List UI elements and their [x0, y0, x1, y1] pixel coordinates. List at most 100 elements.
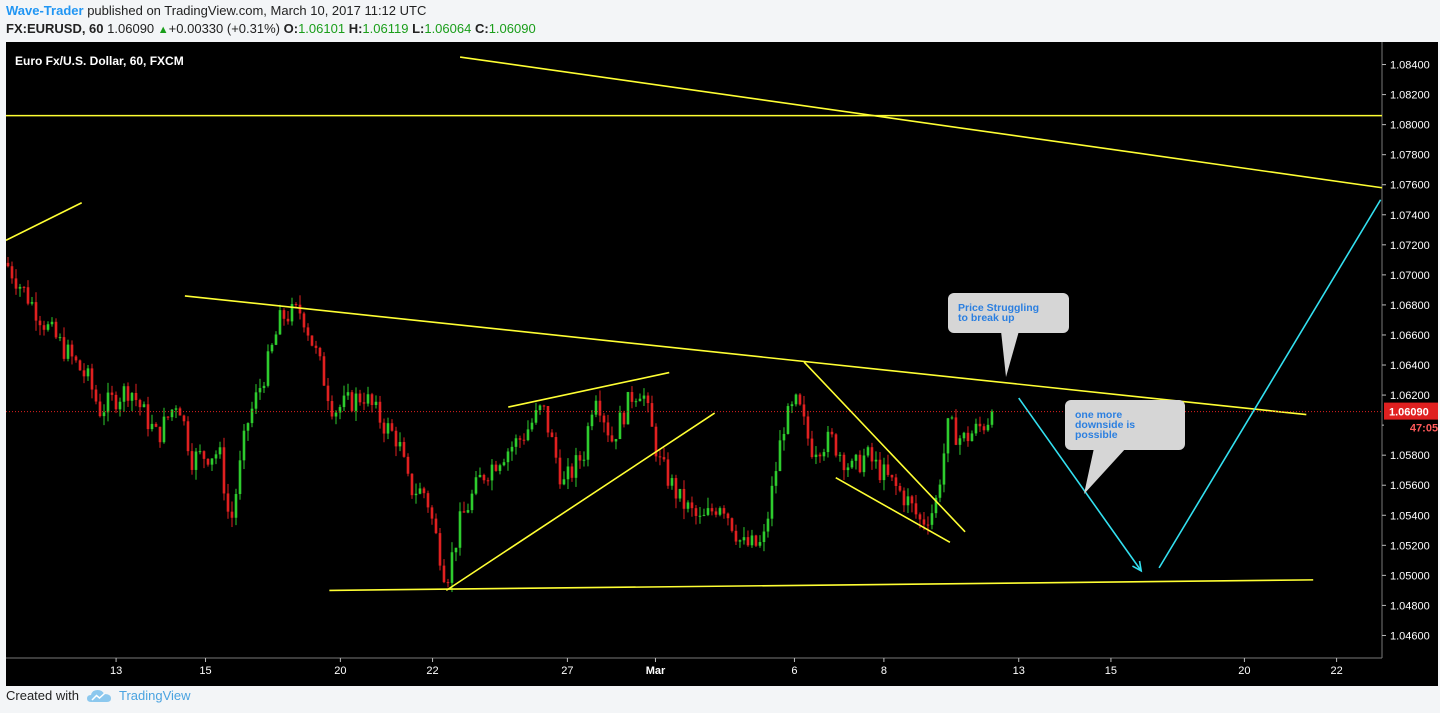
candle-body [66, 344, 70, 359]
candle-body [866, 447, 870, 456]
candle-body [794, 394, 798, 405]
candle-body [166, 416, 170, 418]
candle-body [270, 344, 274, 352]
candle-body [954, 417, 958, 445]
candle-body [170, 409, 174, 418]
candle-body [550, 432, 554, 438]
chart-title: Euro Fx/U.S. Dollar, 60, FXCM [15, 54, 184, 68]
x-tick-label: 22 [426, 665, 438, 677]
candle-body [686, 502, 690, 509]
candle-body [478, 474, 482, 478]
candle-body [286, 318, 290, 322]
y-tick-label: 1.06200 [1390, 390, 1430, 402]
candle-body [238, 460, 242, 495]
candle-body [394, 430, 398, 447]
candle-body [562, 479, 566, 485]
candle-body [918, 514, 922, 520]
candle-body [374, 401, 378, 405]
candle-body [278, 310, 282, 335]
candle-body [10, 266, 14, 279]
candle-body [290, 304, 294, 322]
candle-body [950, 417, 954, 419]
candle-body [546, 405, 550, 433]
candle-body [122, 386, 126, 402]
last-price: 1.06090 [107, 21, 155, 36]
candle-body [494, 464, 498, 471]
candle-body [250, 408, 254, 424]
candle-body [422, 488, 426, 494]
candle-body [366, 394, 370, 404]
trendline[interactable] [508, 371, 670, 408]
candle-body [582, 459, 586, 461]
candle-body [610, 435, 614, 442]
low-value: 1.06064 [424, 21, 472, 36]
symbol: FX:EURUSD, 60 [6, 21, 104, 36]
candle-body [818, 454, 822, 457]
candle-body [454, 547, 458, 553]
published-text: published on TradingView.com, March 10, … [87, 3, 427, 18]
candle-body [894, 477, 898, 486]
trendline[interactable] [835, 477, 951, 544]
candle-body [598, 400, 602, 416]
candle-body [742, 537, 746, 541]
price-chart[interactable]: Euro Fx/U.S. Dollar, 60, FXCM 1.04600 1.0… [6, 42, 1438, 686]
candle-body [106, 392, 110, 413]
candle-body [190, 451, 194, 470]
candle-body [658, 456, 662, 458]
x-tick-label: 8 [881, 665, 887, 677]
author-link[interactable]: Wave-Trader [6, 3, 84, 18]
candle-body [334, 412, 338, 417]
callout-one-more-downside-box [1065, 400, 1185, 450]
candle-body [314, 345, 318, 348]
candle-body [390, 423, 394, 431]
candle-body [770, 485, 774, 519]
projection-line[interactable] [1018, 397, 1142, 572]
x-tick-label: 20 [1238, 665, 1250, 677]
countdown-label: 47:05 [1410, 423, 1438, 435]
trendline[interactable] [6, 202, 83, 242]
trendline[interactable] [329, 579, 1314, 592]
candle-body [854, 454, 858, 461]
candle-body [626, 392, 630, 425]
trendline[interactable] [803, 361, 966, 533]
candle-body [362, 402, 366, 404]
candle-body [302, 313, 306, 328]
trendline[interactable] [459, 56, 1383, 189]
candle-body [694, 508, 698, 516]
candle-body [566, 466, 570, 480]
open-label: O: [283, 21, 299, 36]
candle-body [622, 412, 626, 425]
candle-body [862, 455, 866, 473]
candle-body [230, 511, 234, 518]
candle-body [30, 302, 34, 304]
callout-price-struggling-box [948, 293, 1069, 333]
candle-body [926, 524, 930, 526]
footer: Created with TradingView [6, 688, 191, 703]
trendline[interactable] [184, 295, 1307, 416]
callout-one-more-downside-pointer [1084, 448, 1126, 494]
candle-body [118, 401, 122, 410]
tradingview-brand-link[interactable]: TradingView [118, 688, 191, 703]
y-tick-label: 1.08200 [1390, 90, 1430, 102]
countdown-marker [1384, 420, 1438, 435]
candle-body [110, 392, 114, 395]
up-triangle-icon: ▲ [157, 24, 169, 36]
open-value: 1.06101 [298, 21, 346, 36]
close-value: 1.06090 [488, 21, 536, 36]
candle-body [938, 484, 942, 498]
candle-body [82, 370, 86, 377]
candle-body [678, 488, 682, 499]
candle-body [690, 502, 694, 509]
candle-body [914, 503, 918, 515]
candle-body [386, 423, 390, 434]
price-axis[interactable] [1382, 42, 1438, 658]
candle-body [646, 395, 650, 404]
high-value: 1.06119 [362, 21, 409, 36]
projection-line[interactable] [1158, 199, 1382, 569]
candle-body [54, 321, 58, 338]
trendline[interactable] [445, 412, 716, 592]
time-axis[interactable] [6, 658, 1438, 686]
candle-body [574, 455, 578, 478]
